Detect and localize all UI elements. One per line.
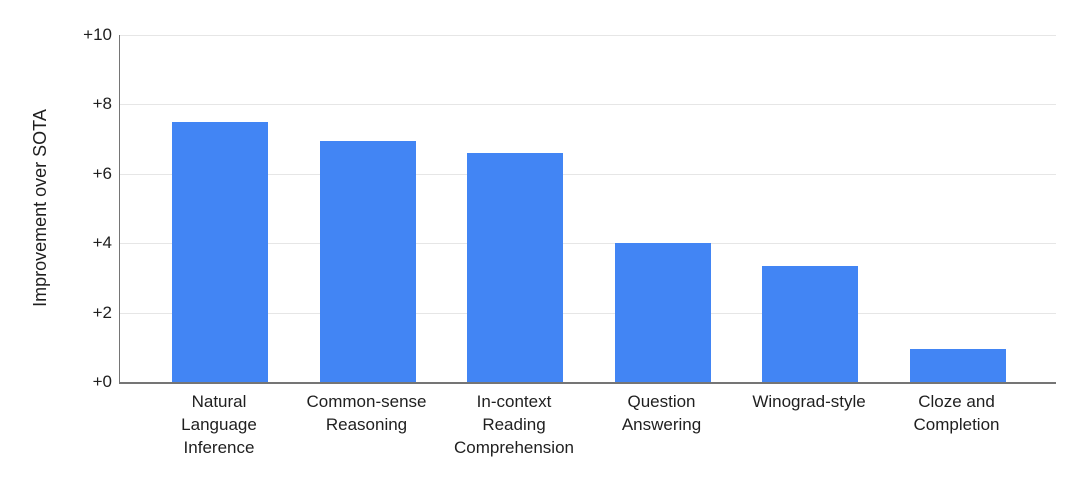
y-tick-label-10: +10 (83, 25, 112, 44)
x-tick-label-natural-language-inference: Natural Language Inference (181, 392, 257, 457)
bar-natural-language-inference (172, 121, 268, 382)
bar-common-sense-reasoning (319, 140, 416, 382)
y-tick-label-6: +6 (92, 163, 112, 183)
bar-in-context-reading-comprehension (467, 152, 563, 382)
bar-cloze-and-completion (909, 349, 1006, 382)
x-tick-label-in-context-reading-comprehension: In-context Reading Comprehension (453, 392, 574, 457)
x-tick-label-winograd-style: Winograd-style (752, 392, 866, 411)
bar-winograd-style (762, 265, 858, 382)
x-tick-label-common-sense-reasoning: Common-sense Reasoning (306, 392, 427, 434)
x-tick-label-cloze-and-completion: Cloze and Completion (913, 392, 1000, 434)
x-tick-label-question-answering: Question Answering (621, 392, 702, 434)
plot-area (119, 35, 1056, 384)
y-tick-label-8: +8 (92, 94, 112, 114)
gridline-6 (120, 173, 1056, 175)
y-tick-label-0: +0 (92, 372, 112, 391)
y-axis-tick-labels: +0 +2 +4 +6 +8 +10 (0, 25, 112, 391)
bar-question-answering (614, 243, 711, 382)
y-tick-label-2: +2 (92, 302, 112, 322)
gridline-4 (120, 243, 1056, 245)
y-tick-label-4: +4 (92, 233, 112, 253)
gridline-8 (120, 104, 1056, 106)
gridline-2 (120, 312, 1056, 314)
gridline-10 (120, 35, 1056, 36)
x-axis-labels: Natural Language Inference Common-sense R… (119, 390, 1055, 480)
